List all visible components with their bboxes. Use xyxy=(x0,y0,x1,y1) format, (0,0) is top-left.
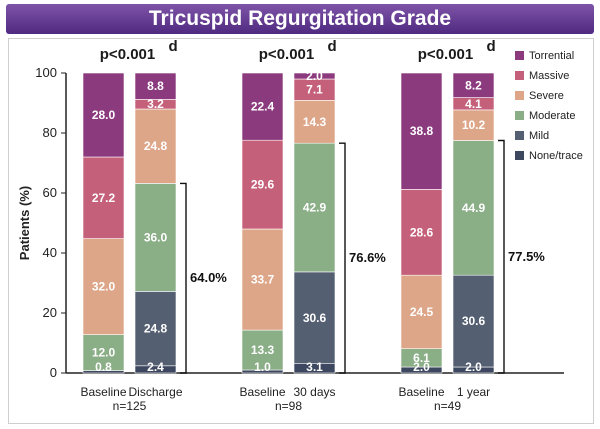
data-label-moderate: 36.0 xyxy=(144,230,168,244)
y-tick-label: 40 xyxy=(43,245,57,260)
x-category-label: Baseline xyxy=(398,385,444,399)
n-label: n=125 xyxy=(113,399,147,413)
legend-label-none-trace: None/trace xyxy=(529,150,583,162)
legend-swatch-severe xyxy=(515,91,524,100)
data-label-none-trace: 2.0 xyxy=(413,360,430,374)
data-label-torrential: 28.0 xyxy=(92,108,116,122)
bar-segment-torrential xyxy=(452,72,495,98)
bar-segment-massive xyxy=(241,139,284,230)
data-label-torrential: 38.8 xyxy=(410,124,434,138)
x-category-label: 30 days xyxy=(293,385,335,399)
bar-segment-mild xyxy=(452,274,495,368)
bar-segment-torrential xyxy=(293,72,336,80)
legend-swatch-none-trace xyxy=(515,151,524,160)
data-label-torrential: 8.2 xyxy=(465,78,482,92)
bar-segment-severe xyxy=(134,108,177,184)
bar-segment-massive xyxy=(82,156,125,239)
bar-segment-severe xyxy=(82,238,125,335)
y-tick-label: 80 xyxy=(43,125,57,140)
bar-segment-moderate xyxy=(241,329,284,371)
p-value-label: p<0.001 xyxy=(418,46,473,63)
legend-swatch-mild xyxy=(515,131,524,140)
data-label-moderate: 12.0 xyxy=(92,346,116,360)
bar-segment-severe xyxy=(241,228,284,331)
data-label-massive: 27.2 xyxy=(92,191,116,205)
n-label: n=49 xyxy=(434,399,461,413)
improvement-percentage: 77.5% xyxy=(508,249,545,264)
bar-segment-severe xyxy=(293,99,336,144)
bar-segment-torrential xyxy=(400,72,443,190)
bar-segment-moderate xyxy=(293,142,336,273)
y-tick-label: 0 xyxy=(50,365,57,380)
data-label-mild: 24.8 xyxy=(144,322,168,336)
bar-segment-massive xyxy=(400,189,443,276)
improvement-bracket xyxy=(339,142,346,374)
title-bar: Tricuspid Regurgitation Grade xyxy=(6,4,594,34)
data-label-massive: 3.2 xyxy=(147,97,164,111)
bar-segment-mild xyxy=(134,291,177,367)
data-label-none-trace: 2.0 xyxy=(465,360,482,374)
n-label: n=98 xyxy=(275,399,302,413)
improvement-percentage: 76.6% xyxy=(349,250,386,265)
data-label-severe: 33.7 xyxy=(251,273,275,287)
bar-segment-torrential xyxy=(82,72,125,158)
y-axis-label: Patients (%) xyxy=(17,186,32,260)
data-label-mild: 30.6 xyxy=(462,314,486,328)
chart-panel: 0 20 40 60 80 100 Patients (%) 0.8 12.0 32.0 27.2 2… xyxy=(8,38,594,424)
data-label-none-trace: 3.1 xyxy=(306,360,323,374)
chart-title: Tricuspid Regurgitation Grade xyxy=(148,7,452,30)
data-label-massive: 4.1 xyxy=(465,97,482,111)
data-label-moderate: 13.3 xyxy=(251,343,275,357)
y-tick-label: 20 xyxy=(43,305,57,320)
legend-label-severe: Severe xyxy=(529,90,564,102)
x-category-label: Discharge xyxy=(128,385,182,399)
legend-label-moderate: Moderate xyxy=(529,110,575,122)
x-category-label: 1 year xyxy=(457,385,490,399)
bar-segment-torrential xyxy=(134,72,177,100)
data-label-massive: 28.6 xyxy=(410,225,434,239)
data-label-torrential: 2.0 xyxy=(306,69,323,83)
improvement-percentage: 64.0% xyxy=(190,270,227,285)
y-tick-label: 100 xyxy=(35,65,57,80)
data-label-severe: 10.2 xyxy=(462,118,486,132)
legend-label-torrential: Torrential xyxy=(529,50,574,62)
data-label-none-trace: 1.0 xyxy=(254,360,271,374)
data-label-none-trace: 0.8 xyxy=(95,360,112,374)
bar-segment-mild xyxy=(293,271,336,364)
x-category-label: Baseline xyxy=(80,385,126,399)
data-label-moderate: 44.9 xyxy=(462,201,486,215)
p-value-superscript: d xyxy=(169,39,178,55)
bar-segment-severe xyxy=(400,274,443,349)
data-label-massive: 7.1 xyxy=(306,83,323,97)
p-value-superscript: d xyxy=(487,39,496,55)
p-value-label: p<0.001 xyxy=(259,46,314,63)
data-label-moderate: 42.9 xyxy=(303,201,327,215)
stacked-bar-chart: 0 20 40 60 80 100 Patients (%) 0.812.0 32.0 27.2 2… xyxy=(17,39,583,413)
legend-label-massive: Massive xyxy=(529,70,569,82)
bar-segment-moderate xyxy=(134,183,177,292)
bar-segment-torrential xyxy=(241,72,284,141)
data-label-mild: 30.6 xyxy=(303,311,327,325)
data-label-moderate: 6.1 xyxy=(413,351,430,365)
p-value-superscript: d xyxy=(328,39,337,55)
legend-swatch-massive xyxy=(515,71,524,80)
improvement-bracket xyxy=(180,182,187,374)
data-label-severe: 24.8 xyxy=(144,139,168,153)
data-label-severe: 14.3 xyxy=(303,115,327,129)
bar-segment-moderate xyxy=(452,140,495,276)
legend-swatch-torrential xyxy=(515,51,524,60)
data-label-torrential: 8.8 xyxy=(147,79,164,93)
legend-swatch-moderate xyxy=(515,111,524,120)
data-label-none-trace: 2.4 xyxy=(147,360,164,374)
data-label-severe: 24.5 xyxy=(410,305,434,319)
improvement-bracket xyxy=(498,139,505,374)
x-category-label: Baseline xyxy=(239,385,285,399)
p-value-label: p<0.001 xyxy=(100,46,155,63)
legend-label-mild: Mild xyxy=(529,130,549,142)
data-label-severe: 32.0 xyxy=(92,280,116,294)
y-tick-label: 60 xyxy=(43,185,57,200)
data-label-massive: 29.6 xyxy=(251,178,275,192)
data-label-torrential: 22.4 xyxy=(251,100,275,114)
